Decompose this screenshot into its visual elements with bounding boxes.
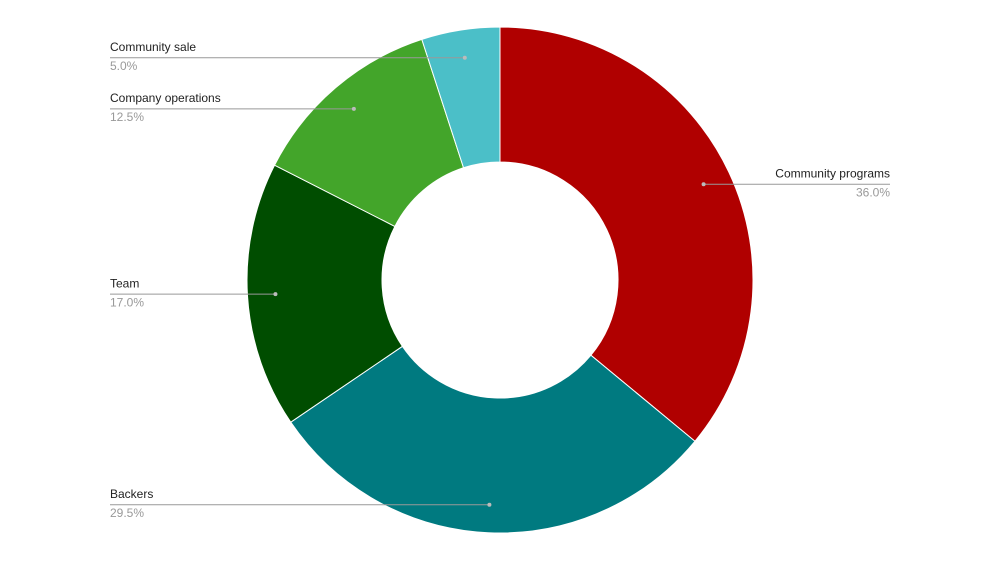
leader-dot: [273, 292, 278, 297]
slice-label: Backers: [110, 487, 153, 501]
leader-dot: [351, 106, 356, 111]
slice-label: Community programs: [775, 166, 890, 180]
slice: [290, 345, 696, 534]
leader-dot: [701, 182, 706, 187]
value-label: 36.0%: [856, 185, 890, 199]
slice: [421, 26, 501, 169]
value-label: 12.5%: [110, 110, 144, 124]
leader-dot: [487, 502, 492, 507]
slice-label: Company operations: [110, 91, 221, 105]
value-label: 5.0%: [110, 59, 138, 73]
slice-label: Team: [110, 276, 139, 290]
slice-label: Community sale: [110, 40, 196, 54]
slice: [499, 26, 754, 442]
slice: [246, 164, 404, 423]
value-label: 17.0%: [110, 295, 144, 309]
value-label: 29.5%: [110, 506, 144, 520]
leader-dot: [462, 55, 467, 60]
